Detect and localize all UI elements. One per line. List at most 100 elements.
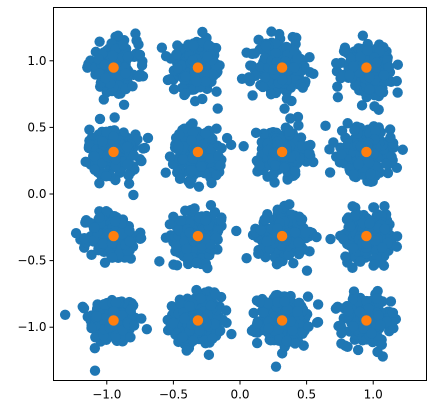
sample-point	[363, 303, 374, 314]
sample-point	[191, 257, 202, 268]
sample-point	[279, 103, 290, 114]
sample-point	[110, 331, 121, 342]
sample-point	[397, 144, 408, 155]
sample-point	[375, 85, 386, 97]
sample-point	[300, 227, 311, 238]
sample-point	[274, 256, 285, 268]
sample-point	[78, 303, 90, 314]
y-tick-label: 0.0	[27, 187, 46, 201]
sample-point	[343, 305, 354, 317]
sample-point	[354, 306, 366, 318]
sample-point	[368, 202, 380, 213]
sample-point	[261, 236, 273, 247]
sample-point	[177, 332, 188, 343]
sample-point	[258, 307, 269, 318]
sample-point	[209, 318, 220, 330]
sample-point	[136, 155, 147, 167]
sample-point	[270, 361, 282, 372]
y-tick-label: 1.0	[27, 54, 46, 68]
sample-point	[363, 157, 375, 168]
sample-point	[215, 160, 226, 171]
sample-point	[128, 150, 140, 161]
sample-point	[231, 225, 242, 237]
constellation-point	[108, 146, 119, 158]
sample-point	[312, 299, 324, 310]
sample-point	[193, 181, 205, 192]
sample-point	[376, 242, 388, 253]
sample-point	[273, 323, 285, 335]
sample-point	[186, 165, 197, 176]
sample-point	[181, 243, 192, 255]
sample-point	[336, 149, 347, 160]
sample-point	[248, 307, 259, 319]
sample-point	[366, 328, 377, 339]
y-axis: −1.0 −0.5 0.0 0.5 1.0	[17, 54, 54, 334]
sample-point	[59, 309, 71, 320]
sample-point	[302, 291, 314, 302]
constellation-point	[192, 315, 204, 326]
sample-point	[122, 159, 133, 170]
sample-point	[211, 170, 222, 181]
sample-point	[125, 304, 136, 316]
sample-point	[254, 297, 265, 308]
sample-point	[181, 345, 192, 356]
constellation-point	[361, 62, 372, 73]
sample-point	[289, 166, 301, 177]
sample-point	[349, 210, 361, 221]
sample-point	[127, 81, 138, 92]
sample-point	[342, 341, 353, 352]
sample-point	[285, 113, 296, 124]
constellation-point	[108, 315, 119, 326]
sample-point	[303, 321, 314, 332]
sample-point	[287, 325, 298, 336]
sample-point	[118, 39, 129, 50]
sample-point	[277, 74, 288, 86]
y-tick-label: −1.0	[17, 320, 46, 334]
sample-point	[371, 57, 382, 68]
sample-point	[238, 141, 249, 152]
sample-point	[94, 36, 105, 47]
sample-point	[257, 81, 269, 93]
sample-point	[364, 84, 375, 95]
sample-point	[142, 132, 154, 144]
sample-point	[387, 307, 399, 319]
sample-point	[355, 51, 366, 63]
sample-point	[254, 160, 265, 172]
constellation-point	[276, 62, 288, 73]
sample-point	[272, 204, 283, 215]
sample-point	[391, 75, 402, 87]
sample-point	[293, 297, 305, 309]
sample-point	[288, 62, 300, 73]
sample-point	[204, 153, 216, 164]
sample-point	[362, 45, 373, 56]
sample-point	[195, 293, 206, 304]
sample-point	[281, 335, 292, 347]
constellation-point	[276, 146, 288, 158]
sample-point	[200, 128, 211, 139]
sample-point	[125, 332, 136, 343]
sample-point	[200, 214, 211, 226]
sample-point	[107, 252, 118, 263]
y-tick-label: 0.5	[27, 120, 46, 134]
sample-point	[241, 252, 252, 264]
sample-point	[182, 252, 194, 264]
sample-point	[100, 72, 111, 84]
sample-point	[253, 248, 264, 259]
sample-point	[336, 328, 347, 339]
sample-point	[120, 68, 131, 79]
sample-point	[297, 140, 308, 151]
sample-point	[160, 50, 172, 62]
sample-point	[380, 158, 392, 170]
constellation-point	[361, 230, 372, 242]
sample-point	[373, 310, 384, 321]
sample-point	[294, 211, 305, 222]
sample-point	[203, 349, 215, 361]
sample-point	[212, 103, 223, 114]
sample-point	[89, 365, 101, 376]
sample-point	[282, 304, 293, 315]
sample-point	[260, 40, 272, 52]
sample-point	[207, 333, 218, 344]
sample-point	[246, 325, 258, 337]
x-tick-label: −1.0	[92, 388, 121, 402]
sample-point	[383, 61, 395, 73]
